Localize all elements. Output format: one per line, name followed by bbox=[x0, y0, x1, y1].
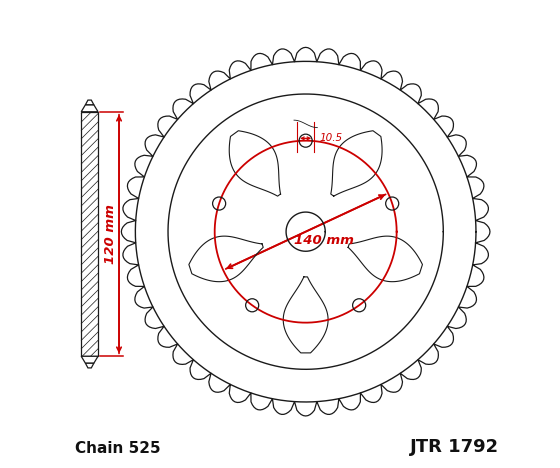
Bar bbox=[81, 112, 98, 356]
Polygon shape bbox=[81, 105, 98, 112]
Text: 10.5: 10.5 bbox=[320, 133, 343, 143]
Text: 140 mm: 140 mm bbox=[295, 234, 354, 248]
Polygon shape bbox=[81, 356, 98, 363]
Text: Chain 525: Chain 525 bbox=[74, 441, 160, 456]
Polygon shape bbox=[86, 363, 94, 368]
Polygon shape bbox=[86, 100, 94, 105]
Text: 120 mm: 120 mm bbox=[104, 204, 117, 264]
Text: JTR 1792: JTR 1792 bbox=[410, 438, 500, 456]
